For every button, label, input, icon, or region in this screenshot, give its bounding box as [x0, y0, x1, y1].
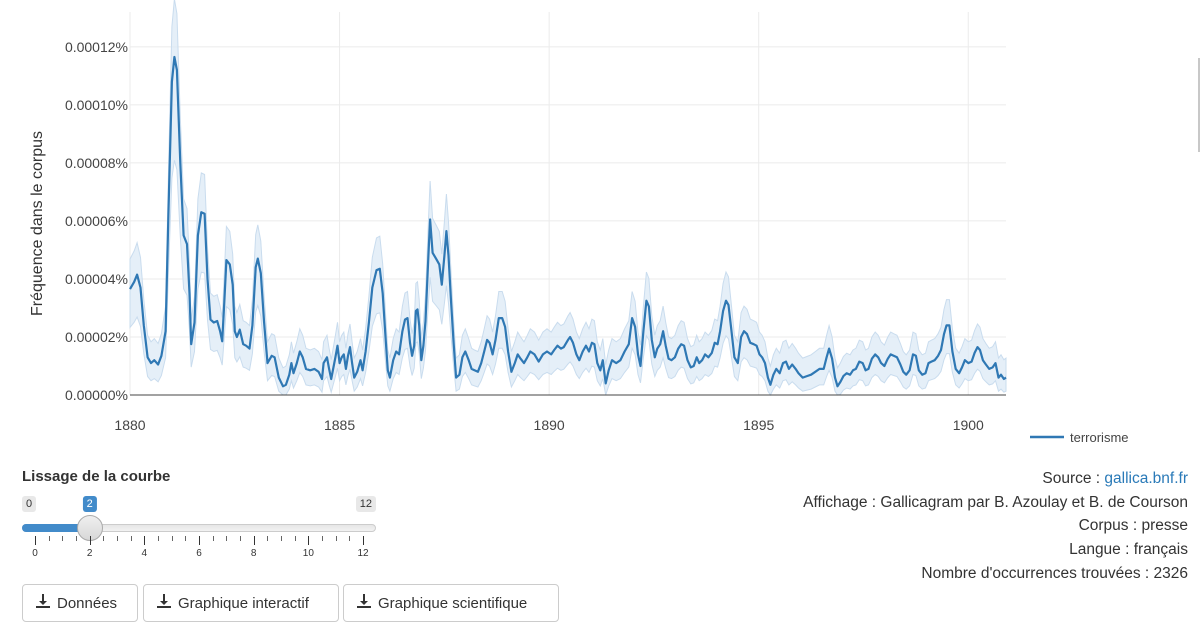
- download-icon: [156, 593, 172, 613]
- slider-tick-label: 0: [32, 548, 38, 559]
- y-tick-label: 0.00004%: [65, 271, 128, 287]
- y-tick-label: 0.00006%: [65, 213, 128, 229]
- slider-tick: [226, 536, 228, 541]
- legend[interactable]: terrorisme: [1030, 430, 1129, 445]
- slider-tick: [322, 536, 323, 541]
- download-icon: [356, 593, 372, 613]
- slider-tick-label: 12: [357, 548, 369, 559]
- corpus-info: Corpus : presse: [1078, 517, 1188, 535]
- x-tick-label: 1890: [534, 417, 565, 433]
- x-tick-label: 1900: [953, 417, 984, 433]
- y-axis-title: Fréquence dans le corpus: [29, 131, 46, 316]
- x-tick-label: 1895: [743, 417, 774, 433]
- slider-tick: [212, 536, 214, 541]
- x-axis-tick-labels: 1880 1885 1890 1895 1900: [114, 417, 984, 433]
- smoothing-slider[interactable]: 0 12 2 0 2 4 6 8 10 12: [22, 494, 378, 564]
- download-data-label: Données: [57, 594, 118, 612]
- info-panel: Source : gallica.bnf.fr Affichage : Gall…: [803, 467, 1188, 586]
- slider-min-label: 0: [22, 496, 37, 512]
- slider-tick: [117, 536, 118, 541]
- language-info: Langue : français: [1069, 541, 1188, 559]
- slider-fill: [22, 524, 90, 532]
- display-credit: Affichage : Gallicagram par B. Azoulay e…: [803, 493, 1188, 511]
- slider-tick: [144, 536, 146, 545]
- slider-tick: [48, 536, 50, 541]
- source-line: Source : gallica.bnf.fr: [803, 467, 1188, 491]
- slider-tick: [76, 536, 77, 541]
- slider-tick: [335, 536, 337, 541]
- download-interactive-chart-button[interactable]: Graphique interactif: [143, 584, 339, 622]
- slider-tick: [199, 536, 200, 545]
- occurrences-count: Nombre d'occurrences trouvées : 2326: [921, 564, 1188, 582]
- y-tick-label: 0.00000%: [65, 387, 128, 403]
- slider-tick: [130, 536, 132, 541]
- download-icon: [35, 593, 51, 613]
- download-scientific-chart-label: Graphique scientifique: [378, 594, 528, 612]
- slider-tick: [281, 536, 282, 541]
- slider-ticks: 0 2 4 6 8 10 12: [22, 536, 378, 562]
- page-scrollbar[interactable]: [1198, 58, 1200, 152]
- slider-tick-label: 10: [302, 548, 314, 559]
- slider-tick: [185, 536, 187, 541]
- legend-label: terrorisme: [1070, 430, 1129, 445]
- confidence-band: [129, 0, 1007, 396]
- slider-tick: [62, 536, 64, 541]
- slider-tick: [267, 536, 269, 541]
- slider-max-label: 12: [355, 496, 376, 512]
- slider-tick-label: 6: [196, 548, 202, 559]
- slider-tick: [158, 536, 159, 541]
- slider-tick-label: 8: [250, 548, 257, 559]
- slider-tick: [294, 536, 296, 541]
- download-scientific-chart-button[interactable]: Graphique scientifique: [343, 584, 559, 622]
- slider-tick: [349, 536, 351, 541]
- frequency-chart[interactable]: 0.00000% 0.00002% 0.00004% 0.00006% 0.00008%…: [0, 0, 1200, 460]
- download-interactive-chart-label: Graphique interactif: [178, 594, 309, 612]
- slider-tick: [89, 536, 91, 545]
- y-tick-label: 0.00008%: [65, 155, 128, 171]
- y-axis-tick-labels: 0.00000% 0.00002% 0.00004% 0.00006% 0.00008%…: [65, 39, 128, 403]
- y-tick-label: 0.00010%: [65, 97, 128, 113]
- slider-title: Lissage de la courbe: [22, 468, 171, 485]
- slider-value-label: 2: [82, 496, 97, 512]
- slider-tick: [171, 536, 173, 541]
- slider-tick: [363, 536, 364, 545]
- source-prefix: Source :: [1042, 470, 1105, 487]
- y-tick-label: 0.00012%: [65, 39, 128, 55]
- slider-tick: [253, 536, 255, 545]
- slider-tick: [35, 536, 36, 545]
- download-data-button[interactable]: Données: [22, 584, 138, 622]
- x-tick-label: 1880: [114, 417, 145, 433]
- source-link[interactable]: gallica.bnf.fr: [1104, 470, 1188, 487]
- x-tick-label: 1885: [324, 417, 355, 433]
- slider-tick: [103, 536, 105, 541]
- slider-tick: [240, 536, 241, 541]
- slider-tick-label: 4: [141, 548, 148, 559]
- y-tick-label: 0.00002%: [65, 329, 128, 345]
- slider-tick-label: 2: [86, 548, 93, 559]
- slider-tick: [308, 536, 310, 545]
- series-line-terrorisme[interactable]: [129, 55, 1007, 388]
